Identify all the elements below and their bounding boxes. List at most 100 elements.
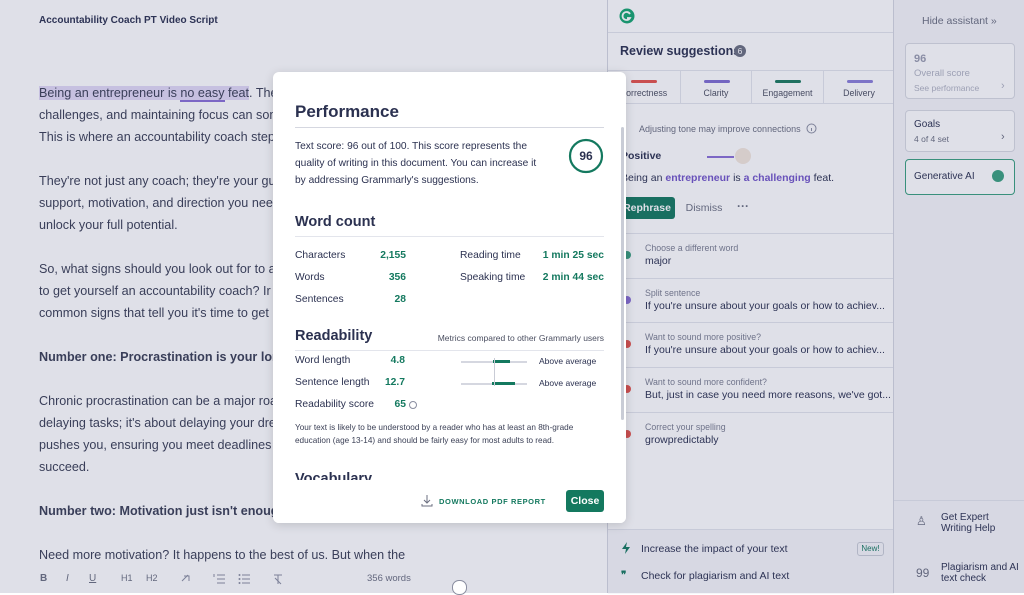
score-card[interactable]: 96 Overall score See performance › <box>905 43 1015 99</box>
suggestion-item[interactable]: Choose a different word major <box>608 233 894 278</box>
comparison-label: Above average <box>539 378 597 388</box>
score-link[interactable]: See performance <box>914 83 980 93</box>
overall-score: 96 <box>914 53 927 65</box>
divider <box>608 32 894 33</box>
suggestions-panel: Review suggestions 6 Correctness Clarity E… <box>607 0 894 594</box>
suggestion-icon <box>623 385 631 394</box>
info-icon[interactable] <box>409 401 417 409</box>
category-tab[interactable]: Engagement <box>751 71 823 103</box>
stat-value: 4.8 <box>390 355 405 366</box>
suggestion-text: If you're unsure about your goals or how… <box>645 299 885 312</box>
tab-label: Delivery <box>843 88 875 98</box>
stat-label: Speaking time <box>460 272 526 283</box>
editor-line: common signs that tell you it's time to … <box>39 306 269 320</box>
performance-modal: Performance Text score: 96 out of 100. T… <box>273 72 626 523</box>
suggestion-title: Split sentence <box>645 287 701 298</box>
stat-value: 1 min 25 sec <box>542 250 604 261</box>
category-tabs: Correctness Clarity Engagement Delivery <box>608 70 894 104</box>
stat-label: Characters <box>295 250 346 261</box>
close-button[interactable]: Close <box>566 490 604 512</box>
download-icon <box>421 495 433 507</box>
suggestion-title: Want to sound more positive? <box>645 332 762 343</box>
editor-line: Chronic procrastination can be a major r… <box>39 394 278 408</box>
modal-title: Performance <box>295 102 399 121</box>
rephrase-button[interactable]: Rephrase <box>619 197 675 219</box>
quote-icon: ❞ <box>621 570 627 581</box>
plagiarism-button[interactable]: Plagiarism and AI text check <box>941 562 1019 584</box>
editor-line: delaying tasks; it's about delaying your… <box>39 416 276 430</box>
editor-line: unlock your full potential. <box>39 218 178 232</box>
divider <box>295 236 604 237</box>
stat-label: Reading time <box>460 250 521 261</box>
suggestion-item[interactable]: Split sentence If you're unsure about you… <box>608 277 894 323</box>
scrollbar[interactable] <box>621 127 624 420</box>
suggestion-item[interactable]: Correct your spelling growpredictably <box>608 411 894 457</box>
suggestion-icon <box>623 429 631 438</box>
underlined-phrase[interactable]: no easy <box>180 86 225 102</box>
assistant-sidebar: Hide assistant » 96 Overall score See pe… <box>893 0 1024 593</box>
editor-line: Being an entrepreneur is no easy feat. T… <box>39 84 278 102</box>
text: is <box>730 172 744 184</box>
average-marker <box>494 358 495 386</box>
suggestion-item[interactable]: Want to sound more confident? But, just i… <box>608 367 894 412</box>
text: . The <box>249 86 278 100</box>
stat-value: 12.7 <box>384 377 405 388</box>
category-tab[interactable]: Correctness <box>608 71 679 103</box>
suggestion-title: Want to sound more confident? <box>645 377 767 388</box>
stat-label: Sentence length <box>295 377 370 388</box>
tone-hint: Adjusting tone may improve connections <box>639 124 801 134</box>
emphasis: entrepreneur <box>665 172 731 184</box>
link-button[interactable] <box>180 573 192 585</box>
editor-line: Need more motivation? It happens to the … <box>39 548 406 562</box>
label: Hide assistant <box>922 15 988 27</box>
clear-format-button[interactable] <box>272 573 284 585</box>
ordered-list-button[interactable] <box>213 573 225 585</box>
generative-ai-button[interactable]: Generative AI <box>905 159 1015 195</box>
h1-button[interactable]: H1 <box>121 573 133 583</box>
comparison-label: Above average <box>539 356 597 366</box>
footer-action[interactable]: Check for plagiarism and AI text <box>641 570 790 582</box>
word-count-button[interactable]: 356 words <box>367 573 411 584</box>
suggestion-text: If you're unsure about your goals or how… <box>645 344 885 357</box>
bullet-list-button[interactable] <box>238 573 250 585</box>
category-tab[interactable]: Clarity <box>679 71 752 103</box>
readability-description: Your text is likely to be understood by … <box>295 423 574 445</box>
score-ring <box>568 138 604 174</box>
editor-line: succeed. <box>39 460 90 474</box>
expert-icon: ♙ <box>916 514 927 528</box>
goals-card[interactable]: Goals 4 of 4 set › <box>905 110 1015 152</box>
stat-value: 65 <box>394 399 406 410</box>
comparison-range <box>492 382 515 385</box>
download-report-button[interactable]: DOWNLOAD PDF REPORT <box>439 497 546 506</box>
stat-label: Readability score <box>295 399 374 410</box>
suggestion-text: But, just in case you need more reasons,… <box>645 389 891 402</box>
suggestion-title: Correct your spelling <box>645 421 726 432</box>
stat-value: 356 <box>388 272 406 283</box>
suggestion-text: growpredictably <box>645 433 719 446</box>
format-toolbar: B I U H1 H2 356 words <box>30 568 450 590</box>
italic-button[interactable]: I <box>66 573 69 584</box>
bold-button[interactable]: B <box>40 573 48 584</box>
category-tab[interactable]: Delivery <box>822 71 895 103</box>
section-title: Word count <box>295 214 376 230</box>
text: feat. <box>810 172 835 184</box>
h2-button[interactable]: H2 <box>146 573 158 583</box>
hide-assistant-button[interactable]: Hide assistant » <box>922 15 997 27</box>
readability-note: Metrics compared to other Grammarly user… <box>437 333 604 343</box>
editor-line: This is where an accountability coach st… <box>39 130 275 144</box>
chevron: › <box>1001 131 1005 143</box>
editor-line: support, motivation, and direction you n… <box>39 196 273 210</box>
suggestion-title: Choose a different word <box>645 243 739 253</box>
info-icon[interactable] <box>806 123 817 134</box>
underline-button[interactable]: U <box>89 573 97 584</box>
footer-action[interactable]: Increase the impact of your text <box>641 543 788 555</box>
stat-value: 28 <box>394 294 406 305</box>
tab-indicator <box>775 80 801 83</box>
dismiss-button[interactable]: Dismiss <box>685 202 723 214</box>
score-label: Overall score <box>914 68 970 79</box>
document-title: Accountability Coach PT Video Script <box>39 15 218 26</box>
more-button[interactable]: ··· <box>737 199 749 213</box>
editor-line: challenges, and maintaining focus can so… <box>39 108 280 122</box>
suggestion-item[interactable]: Want to sound more positive? If you're un… <box>608 322 894 367</box>
expert-help-button[interactable]: Get Expert Writing Help <box>941 512 996 534</box>
